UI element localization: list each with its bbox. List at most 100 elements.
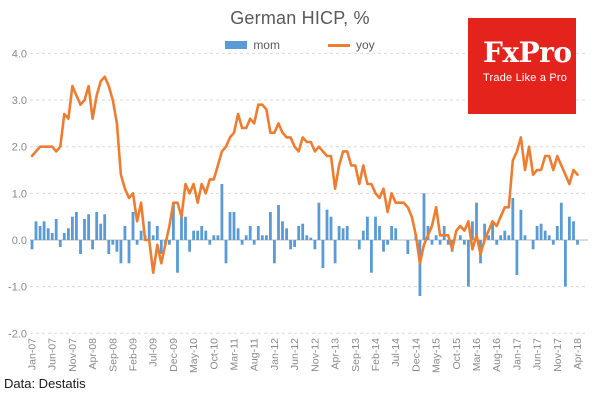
mom-bar	[139, 230, 143, 240]
x-axis-tick-label: Apr-13	[330, 338, 342, 370]
mom-bar	[46, 228, 50, 240]
mom-bar	[564, 240, 567, 287]
x-axis-tick-label: Aug-16	[491, 338, 503, 372]
mom-bar	[188, 240, 191, 252]
mom-bar	[463, 240, 466, 245]
mom-bar	[196, 230, 200, 240]
mom-bar	[208, 240, 212, 245]
x-axis-tick-label: Sep-13	[350, 338, 362, 372]
mom-bar	[341, 228, 345, 240]
mom-bar	[54, 219, 58, 240]
mom-bar	[406, 240, 410, 254]
mom-bar	[572, 221, 575, 240]
mom-bar	[38, 226, 42, 240]
mom-bar	[159, 240, 163, 254]
mom-bar	[382, 240, 385, 252]
mom-bar	[337, 226, 341, 240]
mom-bar	[58, 240, 62, 247]
x-axis-tick-label: Dec-09	[168, 338, 180, 372]
mom-bar	[576, 240, 579, 245]
fxpro-logo-tagline: Trade Like a Pro	[483, 72, 568, 85]
yoy-series-swatch	[327, 43, 350, 47]
mom-bar	[313, 240, 317, 250]
mom-bar	[285, 228, 288, 240]
mom-bar	[79, 240, 82, 254]
x-axis-tick-label: Oct-10	[208, 338, 220, 370]
x-axis-tick-label: Jan-17	[511, 338, 523, 370]
mom-bar	[212, 235, 216, 240]
mom-bar	[224, 240, 228, 264]
mom-bar	[551, 240, 555, 245]
mom-series-swatch	[225, 41, 248, 49]
mom-bar	[422, 193, 426, 240]
x-axis-tick-label: Jul-14	[390, 338, 402, 367]
mom-bar	[483, 223, 486, 240]
mom-bar	[99, 223, 103, 240]
x-axis-tick-label: Dec-14	[410, 338, 422, 372]
mom-bar	[95, 212, 99, 240]
mom-bar	[111, 240, 115, 245]
mom-bar	[475, 202, 478, 240]
mom-bar	[277, 205, 280, 240]
mom-bar	[30, 240, 34, 250]
mom-bar	[333, 240, 337, 264]
mom-bar	[325, 209, 329, 240]
mom-bar	[273, 240, 276, 264]
y-axis-tick-label: 2.0	[12, 142, 27, 154]
mom-bar	[297, 226, 301, 240]
mom-bar	[559, 202, 563, 240]
mom-bar	[293, 240, 296, 247]
mom-bar	[42, 221, 46, 240]
mom-bar	[321, 240, 325, 268]
y-axis-tick-label: 0.0	[12, 235, 27, 247]
mom-bar	[568, 216, 571, 240]
x-axis-tick-label: Jun-07	[47, 338, 59, 370]
mom-bar	[471, 221, 474, 240]
mom-bar	[543, 230, 547, 240]
mom-bar	[535, 226, 539, 240]
mom-bar	[216, 235, 220, 240]
data-source-note: Data: Destatis	[4, 376, 86, 391]
mom-bar	[370, 240, 373, 273]
mom-bar	[386, 240, 389, 245]
mom-bar	[487, 235, 490, 240]
mom-bar	[329, 216, 333, 240]
mom-bar	[50, 233, 54, 240]
y-axis-tick-label: 3.0	[12, 95, 27, 107]
legend-item-yoy: yoy	[327, 38, 375, 52]
mom-bar	[555, 226, 559, 240]
mom-bar	[301, 223, 305, 240]
yoy-legend-label: yoy	[355, 38, 375, 52]
y-axis-tick-label: 1.0	[12, 188, 27, 200]
mom-bar	[168, 240, 171, 245]
mom-bar	[252, 240, 256, 245]
x-axis-tick-label: Mar-11	[229, 338, 241, 371]
x-axis-tick-label: Feb-09	[128, 338, 140, 371]
mom-bar	[248, 226, 252, 240]
mom-bar	[232, 212, 236, 240]
mom-bar	[260, 235, 264, 240]
x-axis-tick-label: Nov-07	[67, 338, 79, 372]
x-axis-tick-label: Feb-14	[370, 338, 382, 371]
mom-bar	[131, 212, 135, 240]
yoy-line	[30, 75, 579, 275]
mom-bar	[289, 240, 292, 250]
mom-bar	[511, 198, 515, 240]
x-axis-tick-label: Apr-08	[87, 338, 99, 370]
x-axis-tick-label: Aug-11	[249, 338, 261, 371]
mom-bar	[418, 240, 422, 296]
chart-legend: mom yoy	[0, 37, 600, 53]
mom-bar	[515, 240, 519, 275]
mom-bar	[180, 216, 183, 240]
mom-bar	[71, 216, 74, 240]
x-axis-tick-label: Oct-15	[451, 338, 463, 370]
x-axis-tick-label: Jan-07	[27, 338, 39, 370]
chart-title: German HICP, %	[230, 8, 370, 28]
mom-bar	[507, 235, 511, 240]
mom-bar	[539, 223, 543, 240]
mom-bar	[361, 230, 365, 240]
mom-bar	[192, 230, 195, 240]
mom-bar	[374, 216, 377, 240]
mom-bar	[256, 226, 260, 240]
